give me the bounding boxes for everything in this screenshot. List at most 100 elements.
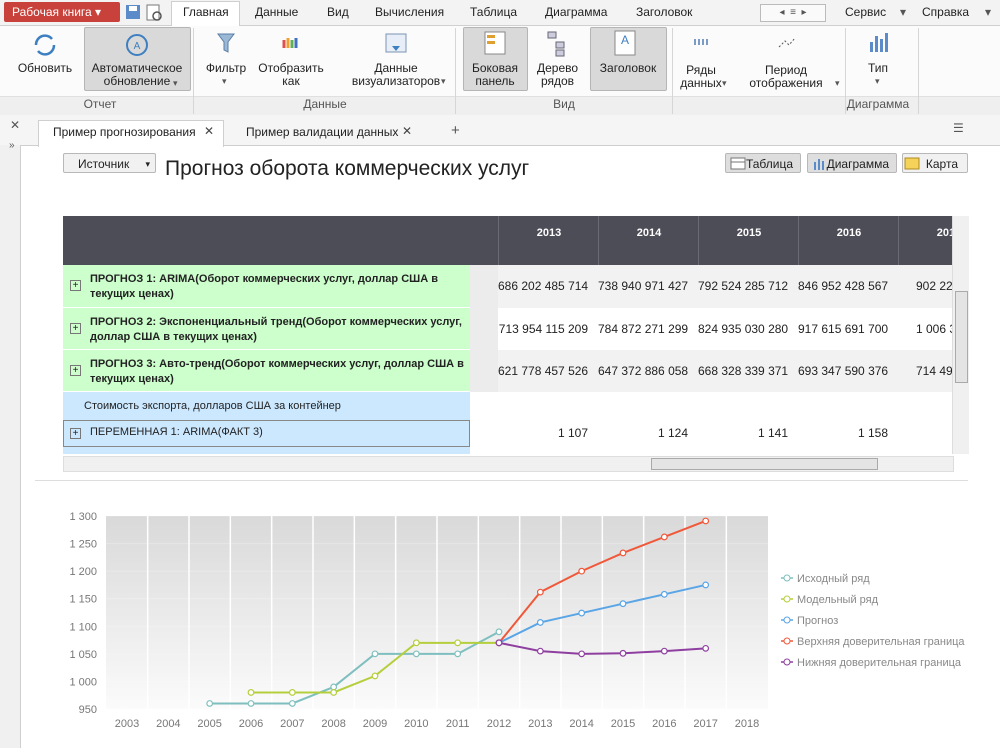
menu-tab[interactable]: Диаграмма <box>545 5 608 19</box>
view-button[interactable]: Диаграмма <box>807 153 897 173</box>
ribbon-button[interactable]: Ряды данных <box>680 63 722 90</box>
quick-icons <box>126 4 162 21</box>
svg-text:A: A <box>621 33 629 47</box>
menu-tab[interactable]: Данные <box>255 5 299 19</box>
data-point <box>702 517 710 525</box>
menu-item[interactable]: Справка <box>922 5 970 19</box>
doc-tab[interactable]: Пример прогнозирования <box>53 125 196 139</box>
data-point <box>454 639 462 647</box>
x-tick-label: 2008 <box>321 718 345 730</box>
row-header-bg <box>63 265 470 308</box>
data-point <box>412 639 420 647</box>
row-header-bg <box>63 308 470 350</box>
group-label: Данные <box>303 97 347 111</box>
data-point <box>660 533 668 541</box>
expand-icon[interactable]: » <box>9 140 15 151</box>
cell: 784 872 271 299 <box>598 322 689 336</box>
ribbon-button[interactable]: Обновить <box>17 61 73 75</box>
cell: 824 935 030 280 <box>698 322 789 336</box>
var-label: ПЕРЕМЕННАЯ 1: ARIMA(ФАКТ 3) <box>90 426 263 438</box>
data-point <box>330 689 338 696</box>
source-label: Источник <box>78 157 130 171</box>
menu-tab[interactable]: Вычисления <box>375 5 445 19</box>
group-label: Отчет <box>83 97 117 111</box>
x-tick-label: 2014 <box>569 718 593 730</box>
cell: 917 615 691 700 <box>798 322 889 336</box>
data-point <box>536 588 544 596</box>
legend-marker <box>783 637 791 645</box>
doc-tab[interactable]: Пример валидации данных <box>246 125 399 139</box>
nav-buttons[interactable]: ◂ ≡ ▸ <box>760 4 826 22</box>
ribbon-button[interactable]: Боковая панель <box>471 61 519 88</box>
section-row <box>63 392 470 420</box>
active-tab[interactable] <box>38 120 224 147</box>
menu-item[interactable]: Сервис <box>845 5 887 19</box>
svg-text:A: A <box>134 41 141 52</box>
close-icon[interactable]: ✕ <box>204 124 215 138</box>
data-point <box>660 590 668 598</box>
cell: 621 778 457 526 <box>498 364 589 378</box>
x-tick-label: 2010 <box>404 718 428 730</box>
grid-header <box>63 216 952 265</box>
menu-tab[interactable]: Заголовок <box>636 5 693 19</box>
ribbon-button[interactable]: Автоматическое обновление <box>91 61 183 88</box>
data-point <box>247 689 255 696</box>
v-scrollbar[interactable] <box>952 216 969 454</box>
series-line <box>209 630 500 705</box>
ribbon-button[interactable]: Данные визуализаторов <box>351 61 441 88</box>
data-point <box>288 700 296 707</box>
x-tick-label: 2006 <box>239 718 263 730</box>
gap-col <box>470 350 498 392</box>
source-button[interactable]: Источник ▾ <box>63 153 156 173</box>
y-tick-label: 950 <box>79 704 97 716</box>
data-point <box>371 650 379 658</box>
legend-marker <box>783 658 791 666</box>
legend-marker <box>783 616 791 624</box>
row-label: ПРОГНОЗ 2: Экспоненциальный тренд(Оборот… <box>90 316 462 343</box>
data-point <box>578 609 586 617</box>
data-point <box>578 650 586 658</box>
data-point <box>495 628 503 636</box>
ribbon-button[interactable]: Дерево рядов <box>536 61 579 88</box>
h-scrollbar[interactable] <box>63 456 954 472</box>
chart: 950 1 000 1 050 1 100 1 150 1 200 1 250 1 300 20… <box>69 511 965 730</box>
x-tick-label: 2013 <box>528 718 552 730</box>
close-icon[interactable]: ✕ <box>402 124 413 138</box>
x-tick-label: 2007 <box>280 718 304 730</box>
ribbon-button[interactable]: Фильтр <box>205 61 247 75</box>
x-tick-label: 2017 <box>693 718 717 730</box>
ribbon-button[interactable]: Тип <box>867 61 888 75</box>
x-tick-label: 2003 <box>115 718 139 730</box>
cell: 902 225 <box>916 279 952 293</box>
cell: 693 347 590 376 <box>798 364 889 378</box>
expand-box[interactable]: + <box>70 428 81 439</box>
workbook-button[interactable]: Рабочая книга ▾ <box>4 2 120 22</box>
legend-label: Верхняя доверительная граница <box>797 636 965 648</box>
group-label: Вид <box>553 97 575 111</box>
ribbon-button[interactable]: Отобразить как <box>258 61 324 88</box>
expand-box[interactable]: + <box>70 323 81 334</box>
menu-tab[interactable]: Таблица <box>470 5 518 19</box>
data-point <box>536 647 544 655</box>
add-tab[interactable]: + <box>451 122 460 139</box>
menu-icon[interactable]: ☰ <box>953 121 964 135</box>
expand-box[interactable]: + <box>70 280 81 291</box>
data-point <box>371 672 379 680</box>
gap-col <box>470 308 498 350</box>
x-tick-label: 2009 <box>363 718 387 730</box>
ribbon-button[interactable]: Период отображения <box>749 63 823 90</box>
series-line <box>498 520 707 644</box>
ribbon-button[interactable]: Заголовок <box>599 61 657 75</box>
close-icon[interactable]: ✕ <box>10 118 21 132</box>
menu-bar <box>0 0 1000 26</box>
menu-tab[interactable]: Вид <box>327 5 349 19</box>
y-tick-label: 1 150 <box>69 594 97 606</box>
menu-tab[interactable]: Главная <box>183 5 229 19</box>
series-line <box>498 583 706 644</box>
column-header: 2013 <box>498 216 599 265</box>
workbook-label: Рабочая книга <box>12 5 92 19</box>
expand-box[interactable]: + <box>70 365 81 376</box>
cell: 647 372 886 058 <box>598 364 689 378</box>
legend-label: Прогноз <box>797 615 838 627</box>
gap-col <box>470 265 498 308</box>
